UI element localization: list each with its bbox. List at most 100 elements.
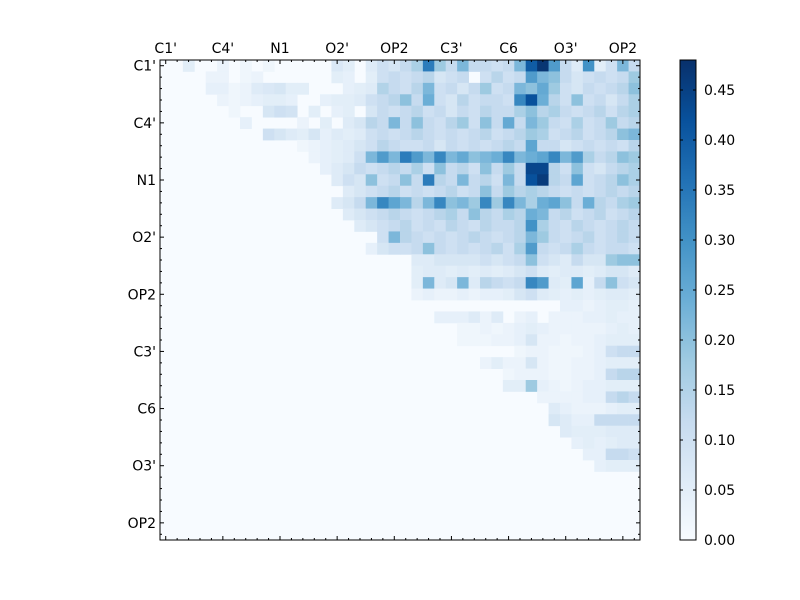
heatmap-cell [560,288,572,301]
heatmap-cell [491,185,504,198]
heatmap-cell [548,254,561,267]
heatmap-cell [445,140,458,152]
colorbar-tick-label: 0.00 [704,533,735,549]
heatmap-cell [548,185,561,198]
heatmap-cell [594,174,607,187]
heatmap-cell [537,380,549,392]
heatmap-cell [582,402,595,415]
heatmap-cell [502,368,515,381]
heatmap-cell [297,128,309,141]
heatmap-cell [468,334,481,347]
heatmap-cell [594,162,607,175]
heatmap-cell [525,322,538,335]
heatmap-cell [388,82,401,95]
heatmap-cell [560,357,572,369]
heatmap-cell [354,197,367,209]
heatmap-cell [502,185,515,198]
heatmap-cell [480,357,492,369]
heatmap-cell [342,140,355,152]
heatmap-cell [354,117,367,129]
heatmap-cell [377,82,389,95]
heatmap-cell [514,82,527,95]
heatmap-cell [468,60,481,72]
heatmap-cell [548,231,561,244]
heatmap-cell [457,174,469,187]
heatmap-cell [594,60,607,72]
heatmap-cell [582,300,595,312]
heatmap-cell [594,402,607,415]
heatmap-cell [628,402,641,415]
heatmap-cell [434,128,447,141]
heatmap-cell [502,60,515,72]
heatmap-cell [342,174,355,187]
heatmap-cell [388,174,401,187]
x-tick-labels: C1' C4' N1 O2' OP2 C3' C6 O3' OP2 [154,41,637,57]
heatmap-cell [537,185,549,198]
heatmap-cell [411,151,424,164]
heatmap-cell [422,82,435,95]
heatmap-cell [537,94,549,107]
heatmap-cell [582,311,595,324]
colorbar-tick-label: 0.10 [704,433,735,449]
heatmap-cell [445,185,458,198]
heatmap-cell [491,334,504,347]
heatmap-cell [514,185,527,198]
heatmap-cell [617,220,629,232]
axis-ticks [160,60,640,540]
heatmap-cell [411,231,424,244]
heatmap-cell [434,208,447,221]
heatmap-cell [514,162,527,175]
heatmap-cell [377,174,389,187]
heatmap-cell [605,414,618,427]
heatmap-cell [228,94,241,107]
heatmap-cell [628,437,641,449]
colorbar-tick-label: 0.35 [704,183,735,199]
heatmap-cell [594,345,607,358]
heatmap-cell [514,197,527,209]
heatmap-cell [605,140,618,152]
heatmap-cell [605,448,618,461]
heatmap-cell [548,334,561,347]
heatmap-cell [342,197,355,209]
heatmap-cell [605,402,618,415]
heatmap-cell [251,71,264,84]
x-tick-label: C4' [212,41,235,57]
heatmap-cell [285,128,298,141]
heatmap-cell [582,60,595,72]
heatmap-cell [502,322,515,335]
heatmap-cell [342,208,355,221]
heatmap-cell [571,105,584,118]
heatmap-cell [525,128,538,141]
heatmap-cell [480,242,492,255]
heatmap-cell [480,82,492,95]
heatmap-cell [582,174,595,187]
heatmap-cell [628,254,641,267]
heatmap-cell [560,71,572,84]
heatmap-cell [514,208,527,221]
heatmap-cell [560,380,572,392]
heatmap-cell [514,117,527,129]
heatmap-cell [628,391,641,404]
heatmap-cell [354,185,367,198]
heatmap-cell [594,220,607,232]
x-tick-label: OP2 [609,41,637,57]
heatmap-cell [365,105,378,118]
heatmap-cell [594,105,607,118]
heatmap-cell [560,368,572,381]
heatmap-cell [514,265,527,278]
heatmap-cell [571,300,584,312]
heatmap-cell [628,185,641,198]
heatmap-cell [571,345,584,358]
heatmap-cell [502,231,515,244]
heatmap-cell [605,174,618,187]
heatmap-cell [525,208,538,221]
heatmap-cell [377,94,389,107]
heatmap-cell [502,197,515,209]
heatmap-cell [411,220,424,232]
heatmap-cell [617,117,629,129]
heatmap-cell [514,174,527,187]
heatmap-cell [480,162,492,175]
heatmap-cell [548,140,561,152]
heatmap-cell [388,94,401,107]
heatmap-cell [308,128,321,141]
